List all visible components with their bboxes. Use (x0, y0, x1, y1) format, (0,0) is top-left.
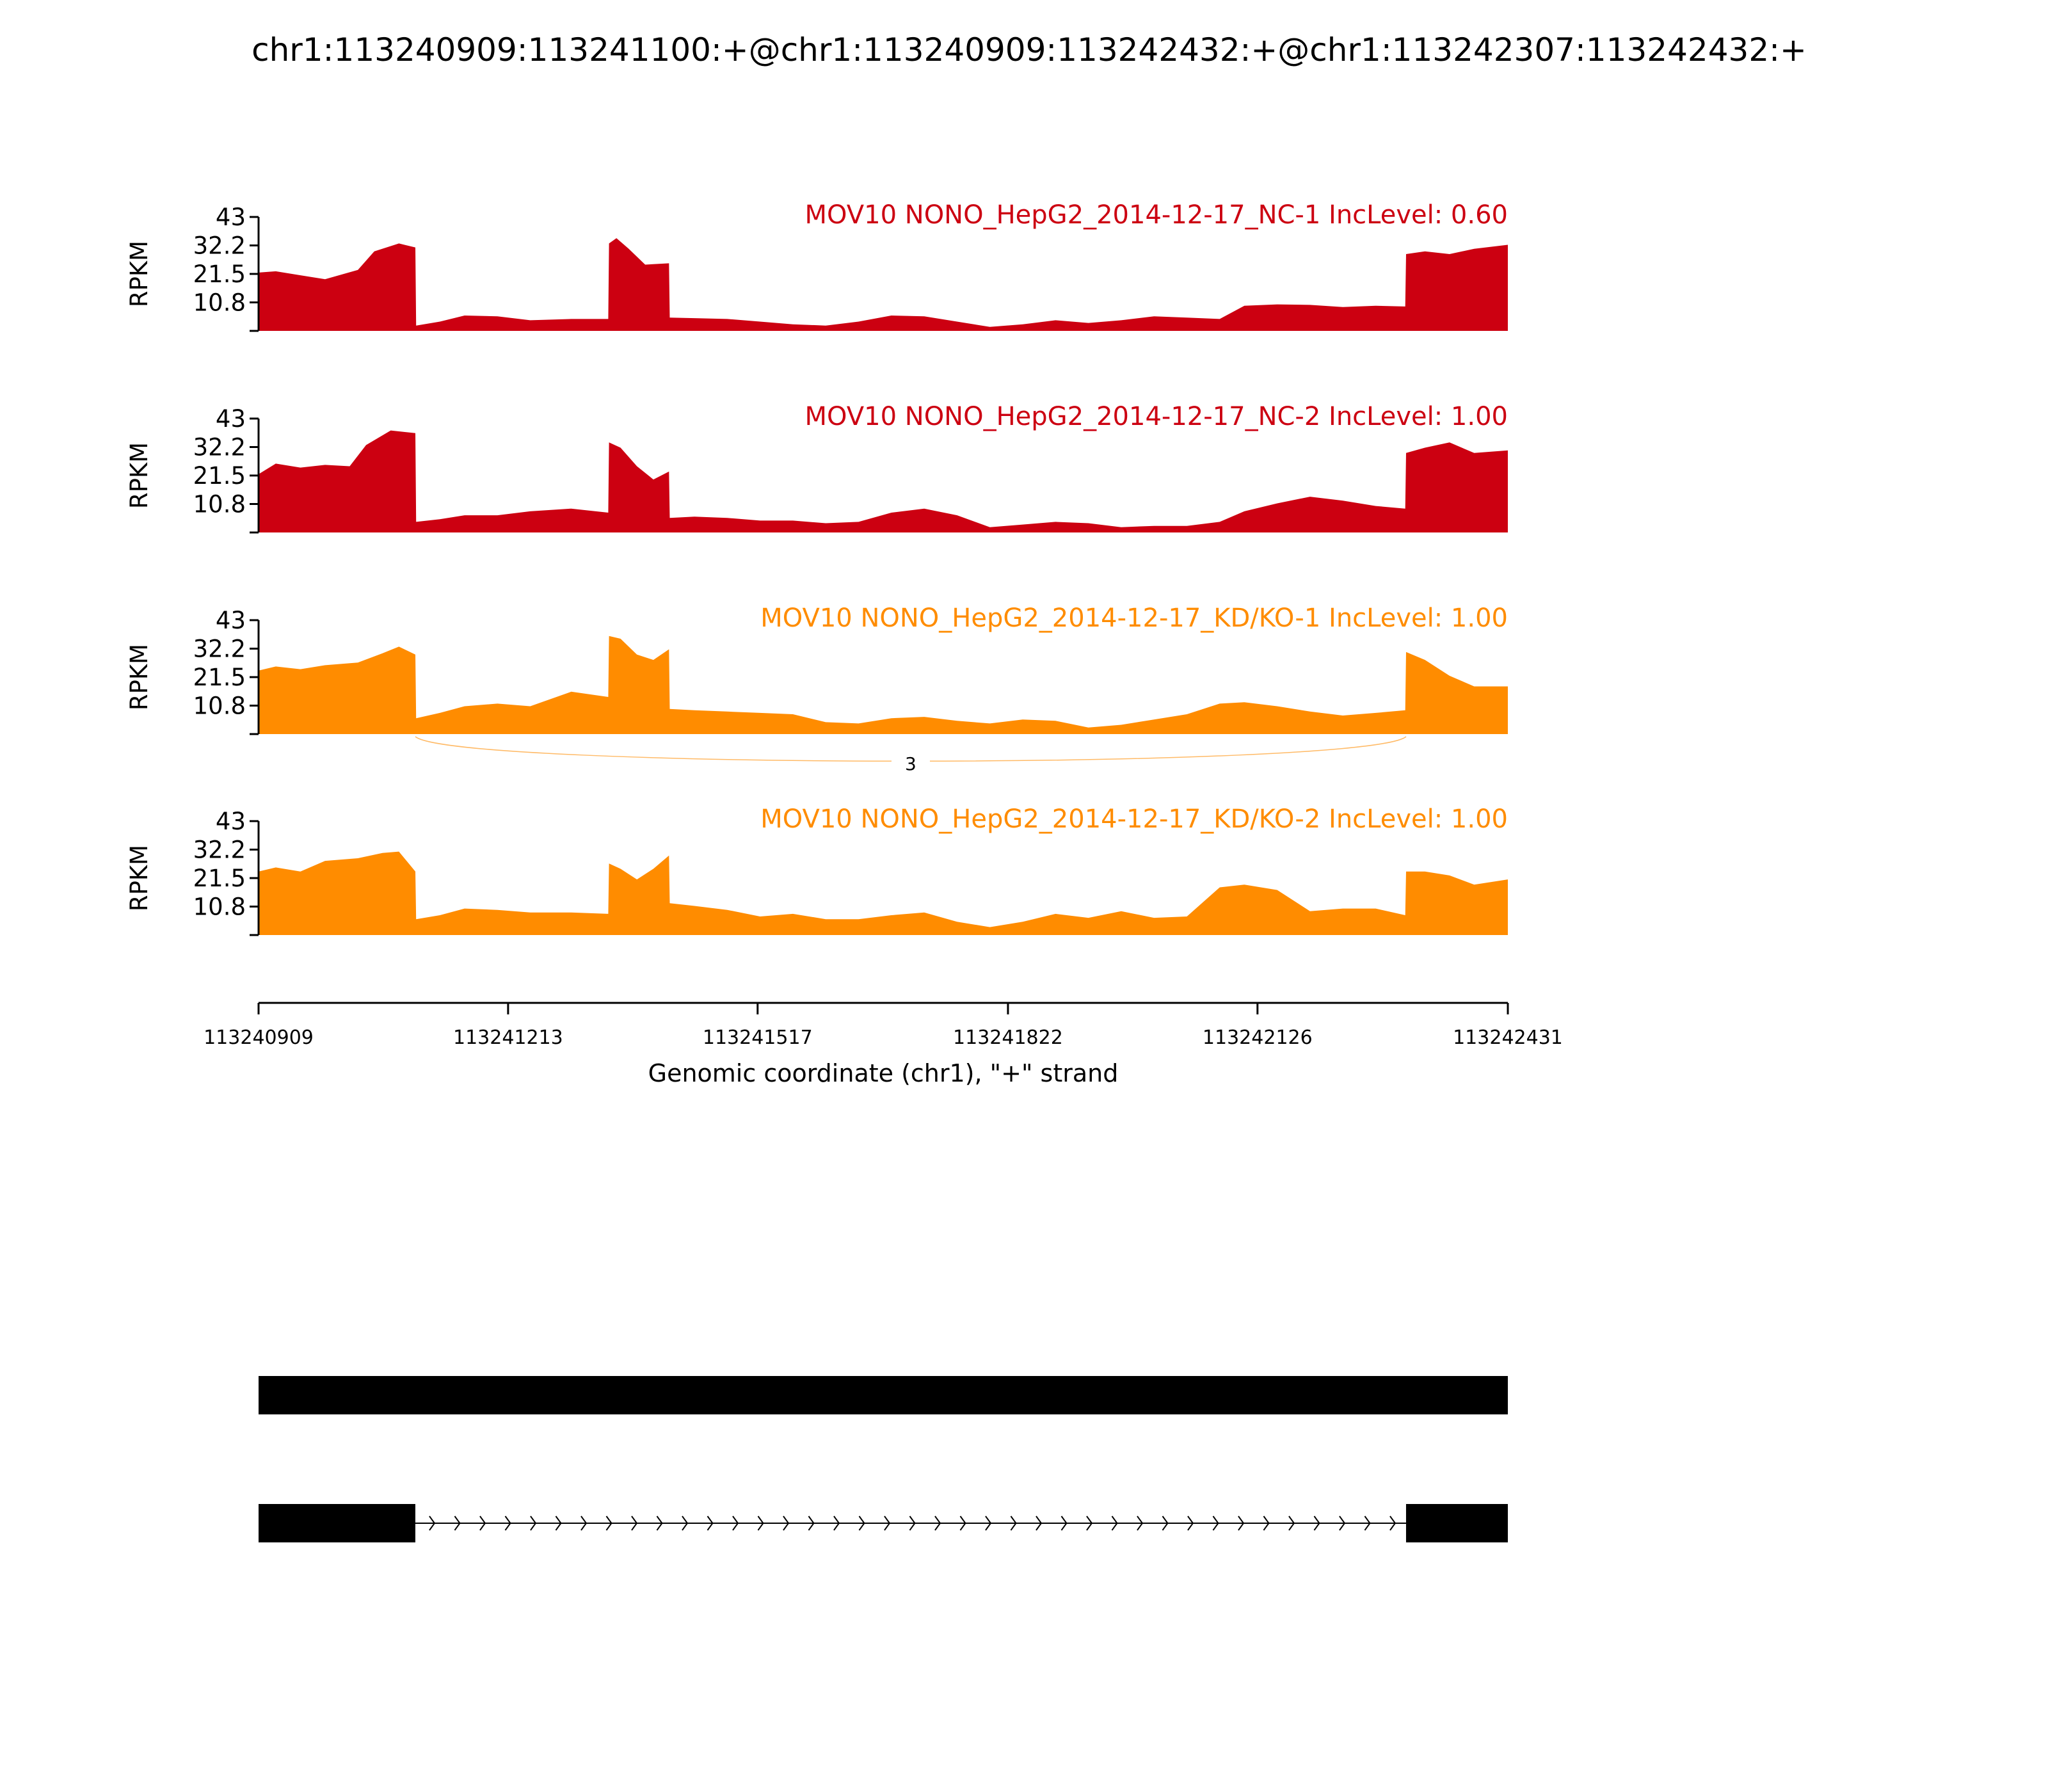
track-label: MOV10 NONO_HepG2_2014-12-17_KD/KO-1 IncL… (760, 604, 1508, 633)
y-tick-label: 43 (216, 607, 246, 634)
strand-arrow-icon (909, 1516, 916, 1531)
y-tick-label: 21.5 (193, 260, 246, 288)
strand-arrow-icon (1313, 1516, 1320, 1531)
x-tick-label: 113242126 (1203, 1027, 1313, 1049)
junction-count: 3 (905, 753, 916, 774)
strand-arrow-icon (580, 1516, 588, 1531)
strand-arrow-icon (884, 1516, 891, 1531)
junction-label-bg (891, 750, 930, 776)
strand-arrow-icon (1162, 1516, 1169, 1531)
strand-arrow-icon (1010, 1516, 1017, 1531)
strand-arrow-icon (707, 1516, 714, 1531)
strand-arrow-icon (783, 1516, 790, 1531)
y-tick-label: 32.2 (193, 232, 246, 260)
track-label: MOV10 NONO_HepG2_2014-12-17_KD/KO-2 IncL… (760, 804, 1508, 834)
x-axis-label: Genomic coordinate (chr1), "+" strand (648, 1059, 1119, 1087)
x-tick-label: 113241822 (953, 1027, 1063, 1049)
coverage-area (259, 430, 1508, 532)
strand-arrow-icon (1137, 1516, 1144, 1531)
x-tick-label: 113240909 (204, 1027, 314, 1049)
y-tick-label: 10.8 (193, 893, 246, 921)
exon-block (259, 1376, 1508, 1414)
strand-arrow-icon (1364, 1516, 1371, 1531)
coverage-area (259, 636, 1508, 734)
strand-arrow-icon (631, 1516, 638, 1531)
strand-arrow-icon (757, 1516, 764, 1531)
strand-arrow-icon (1288, 1516, 1295, 1531)
track-label: MOV10 NONO_HepG2_2014-12-17_NC-1 IncLeve… (805, 200, 1508, 230)
strand-arrow-icon (1212, 1516, 1219, 1531)
exon-block (259, 1504, 415, 1542)
x-tick-label: 113242431 (1453, 1027, 1563, 1049)
y-tick-label: 10.8 (193, 491, 246, 518)
y-tick-label: 21.5 (193, 865, 246, 892)
strand-arrow-icon (1339, 1516, 1346, 1531)
strand-arrow-icon (858, 1516, 865, 1531)
genomic-x-axis: 113240909 113241213 113241517 113241822 1132… (204, 1002, 1563, 1087)
strand-arrow-icon (1111, 1516, 1118, 1531)
y-tick-label: 21.5 (193, 462, 246, 490)
strand-arrow-icon (429, 1516, 436, 1531)
y-tick-label: 43 (216, 405, 246, 433)
plot-title: chr1:113240909:113241100:+@chr1:11324090… (252, 31, 1807, 68)
junction-arc: 3 (415, 736, 1407, 776)
strand-arrow-icon (1060, 1516, 1068, 1531)
strand-arrow-icon (454, 1516, 461, 1531)
y-tick-label: 10.8 (193, 289, 246, 317)
strand-arrow-icon (959, 1516, 966, 1531)
strand-arrow-icon (808, 1516, 815, 1531)
strand-arrow-icon (985, 1516, 992, 1531)
y-tick-label: 32.2 (193, 636, 246, 663)
strand-arrow-icon (833, 1516, 840, 1531)
isoform-1 (259, 1376, 1508, 1414)
y-tick-label: 10.8 (193, 692, 246, 720)
strand-arrow-icon (1086, 1516, 1093, 1531)
y-tick-label: 21.5 (193, 664, 246, 691)
y-axis-label: RPKM (125, 644, 153, 710)
track-label: MOV10 NONO_HepG2_2014-12-17_NC-2 IncLeve… (805, 402, 1508, 431)
strand-arrow-icon (934, 1516, 941, 1531)
strand-arrow-icon (479, 1516, 486, 1531)
strand-arrow-icon (682, 1516, 689, 1531)
strand-arrow-icon (1036, 1516, 1043, 1531)
strand-arrow-icon (504, 1516, 511, 1531)
strand-arrow-icon (1238, 1516, 1245, 1531)
y-axis-label: RPKM (125, 442, 153, 509)
y-axis-label: RPKM (125, 845, 153, 911)
strand-arrow-icon (656, 1516, 663, 1531)
x-tick-label: 113241517 (703, 1027, 813, 1049)
y-tick-label: 43 (216, 204, 246, 231)
exon-block (1405, 1504, 1508, 1542)
strand-arrow-icon (1263, 1516, 1270, 1531)
strand-arrow-icon (1187, 1516, 1194, 1531)
x-tick-label: 113241213 (453, 1027, 563, 1049)
y-tick-label: 32.2 (193, 836, 246, 864)
coverage-area (259, 238, 1508, 331)
y-axis-label: RPKM (125, 241, 153, 307)
strand-arrow-icon (555, 1516, 562, 1531)
strand-arrow-icon (605, 1516, 612, 1531)
coverage-area (259, 851, 1508, 935)
strand-arrow-icon (530, 1516, 537, 1531)
gene-model (259, 1376, 1508, 1542)
strand-arrow-icon (732, 1516, 739, 1531)
strand-arrow-icon (1389, 1516, 1396, 1531)
y-tick-label: 43 (216, 808, 246, 835)
y-tick-label: 32.2 (193, 434, 246, 461)
isoform-2 (259, 1504, 1508, 1542)
